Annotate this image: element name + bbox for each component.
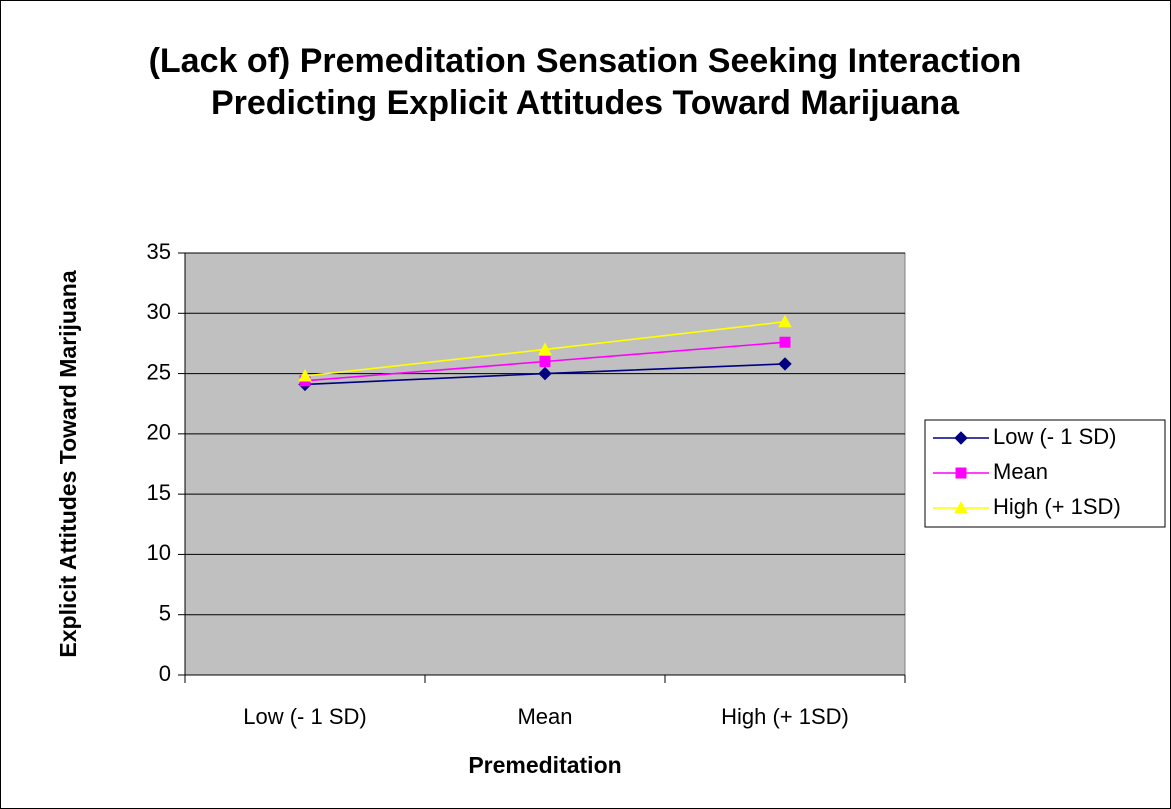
y-tick-label: 25 [147, 359, 171, 384]
marker [778, 314, 792, 328]
y-tick-label: 20 [147, 420, 171, 445]
y-tick-label: 0 [159, 661, 171, 686]
legend-label: Mean [993, 459, 1048, 484]
marker [539, 356, 551, 368]
y-tick-label: 35 [147, 239, 171, 264]
y-tick-label: 15 [147, 480, 171, 505]
marker [955, 467, 967, 479]
marker [538, 366, 552, 381]
x-tick-label: Mean [517, 704, 572, 729]
chart-title: (Lack of) Premeditation Sensation Seekin… [148, 42, 1022, 122]
y-tick-label: 5 [159, 601, 171, 626]
plot-area [184, 252, 906, 676]
x-tick-label: Low (- 1 SD) [243, 704, 366, 729]
marker [779, 336, 791, 348]
marker [298, 368, 312, 382]
x-tick-label: High (+ 1SD) [721, 704, 849, 729]
marker [778, 357, 792, 371]
x-axis-label: Premeditation [468, 752, 622, 778]
y-tick-label: 30 [147, 299, 171, 324]
y-tick-label: 10 [147, 540, 171, 565]
y-axis-label: Explicit Attitudes Toward Marijuana [55, 270, 81, 658]
legend-label: High (+ 1SD) [993, 494, 1121, 519]
marker [954, 500, 968, 514]
marker [538, 342, 552, 355]
legend-label: Low (- 1 SD) [993, 424, 1116, 449]
marker [954, 431, 968, 445]
